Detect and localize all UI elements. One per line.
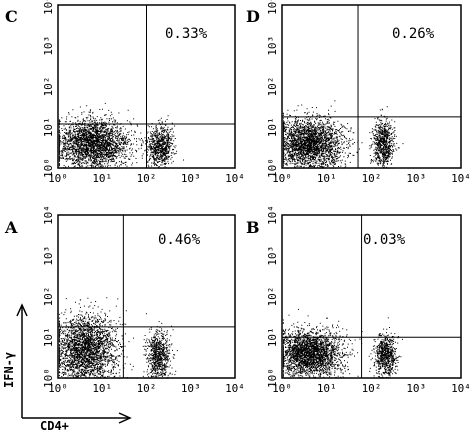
x-tick-label: 10³ (181, 172, 201, 185)
y-tick-label: 10⁴ (42, 205, 55, 225)
x-tick-label: 10¹ (317, 382, 337, 395)
y-tick-label: 10⁰ (266, 158, 279, 178)
y-tick-label: 10⁴ (42, 0, 55, 15)
plot-frame (281, 4, 462, 169)
panel-label: A (4, 218, 18, 237)
x-axis-label: CD4+ (40, 419, 69, 430)
x-tick-label: 10² (362, 172, 382, 185)
y-tick-label: 10⁴ (266, 205, 279, 225)
x-tick-label: 10⁰ (272, 382, 292, 395)
x-tick-label: 10⁴ (451, 382, 471, 395)
x-tick-label: 10⁴ (225, 382, 245, 395)
x-tick-label: 10⁴ (451, 172, 471, 185)
y-tick-label: 10² (42, 287, 55, 307)
scatter-points (58, 297, 178, 379)
y-arrow-head (16, 303, 28, 317)
y-tick-label: 10³ (42, 246, 55, 266)
y-tick-label: 10³ (266, 36, 279, 56)
scatter-point-cloud (282, 308, 403, 379)
quadrant-percentage: 0.26% (392, 26, 435, 42)
x-tick-label: 10⁰ (272, 172, 292, 185)
y-tick-labels: 10⁰ 10¹ 10² 10³ 10⁴ (42, 0, 55, 178)
x-tick-labels: 10⁰ 10¹ 10² 10³ 10⁴ (48, 382, 245, 395)
x-tick-label: 10³ (406, 382, 426, 395)
x-tick-label: 10⁰ (48, 172, 68, 185)
y-tick-labels: 10⁰ 10¹ 10² 10³ 10⁴ (266, 0, 279, 178)
x-tick-labels: 10⁰ 10¹ 10² 10³ 10⁴ (272, 172, 471, 185)
y-tick-label: 10³ (266, 246, 279, 266)
panel-label: B (246, 218, 260, 237)
scatter-point-cloud (282, 100, 404, 169)
scatter-point-cloud (58, 297, 178, 379)
panel-a: 10⁰ 10¹ 10² 10³ 10⁴ 10⁰ 10¹ 10² 10³ 10⁴ A 0.46% (4, 205, 245, 395)
y-tick-label: 10² (42, 77, 55, 97)
y-tick-label: 10¹ (266, 117, 279, 137)
x-tick-label: 10¹ (92, 382, 112, 395)
y-tick-labels: 10⁰ 10¹ 10² 10³ 10⁴ (42, 205, 55, 388)
x-tick-labels: 10⁰ 10¹ 10² 10³ 10⁴ (272, 382, 471, 395)
plot-frame (57, 214, 236, 379)
x-tick-label: 10⁴ (225, 172, 245, 185)
panel-c: 10⁰ 10¹ 10² 10³ 10⁴ 10⁰ 10¹ 10² 10³ 10⁴ C 0.33% (5, 0, 245, 185)
x-arrow-head (118, 412, 132, 424)
plot-frame (281, 214, 462, 379)
y-tick-label: 10¹ (42, 327, 55, 347)
y-tick-labels: 10⁰ 10¹ 10² 10³ 10⁴ (266, 205, 279, 388)
y-tick-label: 10⁰ (42, 368, 55, 388)
scatter-points (58, 102, 184, 169)
x-tick-labels: 10⁰ 10¹ 10² 10³ 10⁴ (48, 172, 245, 185)
axis-orientation-arrows: IFN-γ CD4+ (2, 303, 132, 430)
quadrant-percentage: 0.46% (158, 232, 201, 248)
panel-b: 10⁰ 10¹ 10² 10³ 10⁴ 10⁰ 10¹ 10² 10³ 10⁴ B 0.03% (246, 205, 471, 395)
x-tick-label: 10⁰ (48, 382, 68, 395)
panel-label: D (246, 7, 260, 26)
x-tick-label: 10² (362, 382, 382, 395)
y-tick-label: 10¹ (42, 117, 55, 137)
y-tick-label: 10² (266, 287, 279, 307)
x-tick-label: 10¹ (92, 172, 112, 185)
scatter-points (282, 308, 403, 379)
y-tick-label: 10⁰ (266, 368, 279, 388)
y-tick-label: 10⁴ (266, 0, 279, 15)
y-tick-label: 10⁰ (42, 158, 55, 178)
quadrant-percentage: 0.33% (165, 26, 208, 42)
y-tick-label: 10² (266, 77, 279, 97)
x-tick-label: 10¹ (317, 172, 337, 185)
panel-d: 10⁰ 10¹ 10² 10³ 10⁴ 10⁰ 10¹ 10² 10³ 10⁴ D 0.26% (246, 0, 471, 185)
y-tick-label: 10³ (42, 36, 55, 56)
panel-label: C (5, 7, 18, 26)
x-tick-label: 10² (137, 172, 157, 185)
y-tick-label: 10¹ (266, 327, 279, 347)
x-tick-label: 10³ (181, 382, 201, 395)
quadrant-percentage: 0.03% (363, 232, 406, 248)
x-tick-label: 10³ (406, 172, 426, 185)
scatter-points (282, 100, 404, 169)
y-axis-label: IFN-γ (2, 352, 16, 388)
x-tick-label: 10² (137, 382, 157, 395)
scatter-point-cloud (58, 102, 184, 169)
